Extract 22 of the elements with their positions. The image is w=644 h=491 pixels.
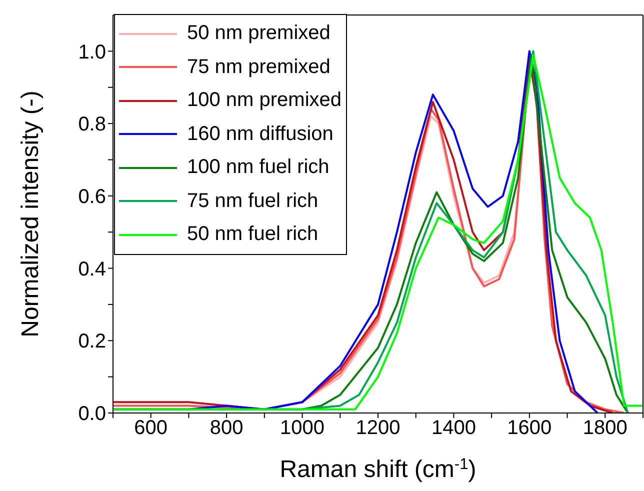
y-tick-label: 0.2 <box>78 330 106 353</box>
x-tick-label: 800 <box>210 417 244 440</box>
legend-label: 75 nm premixed <box>187 56 330 79</box>
legend-label: 75 nm fuel rich <box>187 190 318 213</box>
y-tick-label: 0.6 <box>78 186 106 208</box>
legend-label: 100 nm fuel rich <box>187 156 330 180</box>
y-tick-label: 0.0 <box>78 403 106 426</box>
y-tick-label: 1.0 <box>78 41 106 64</box>
y-tick-label: 0.4 <box>78 258 106 280</box>
x-tick-label: 600 <box>134 417 168 440</box>
x-tick-label: 1200 <box>356 417 400 440</box>
legend-label: 50 nm premixed <box>187 22 330 46</box>
x-axis-title: Raman shift (cm$^{-1}$) <box>280 456 476 483</box>
x-tick-label: 1800 <box>582 417 628 440</box>
x-tick-label: 1000 <box>280 417 325 440</box>
x-tick-label: 1600 <box>507 417 552 440</box>
legend-label: 100 nm premixed <box>187 89 342 112</box>
legend-label: 160 nm diffusion <box>187 122 334 146</box>
y-tick-label: 0.8 <box>78 114 106 136</box>
y-axis-title: Normalized intensity (-) <box>17 90 44 338</box>
legend-label: 50 nm fuel rich <box>187 223 318 246</box>
x-tick-label: 1400 <box>431 417 476 440</box>
